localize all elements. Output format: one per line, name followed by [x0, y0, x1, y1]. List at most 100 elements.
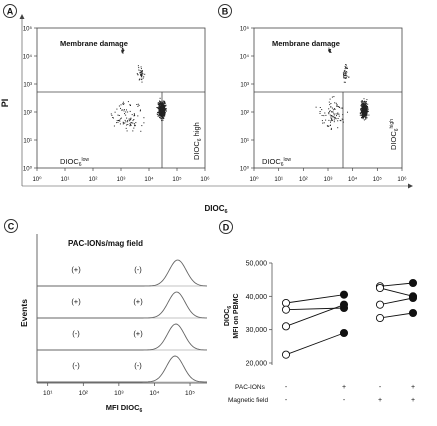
b-event — [342, 114, 344, 116]
b-event — [331, 107, 333, 109]
b-event — [363, 115, 365, 117]
a-event — [160, 110, 162, 112]
b-event — [331, 111, 333, 113]
a-event — [160, 105, 162, 106]
b-event — [361, 109, 363, 111]
a-event — [122, 51, 124, 53]
panel-b-low-label: DIOC6low — [262, 157, 291, 168]
panel-d-point-untreated — [375, 283, 385, 293]
b-event — [342, 119, 344, 120]
a-event — [140, 130, 142, 132]
b-event — [334, 116, 336, 118]
a-event — [163, 109, 165, 110]
b-event — [327, 126, 329, 127]
b-event — [321, 109, 323, 111]
a-event — [122, 103, 124, 105]
b-event — [365, 108, 367, 110]
a-event — [127, 120, 129, 121]
b-event — [362, 118, 364, 120]
b-event — [365, 118, 367, 119]
a-event — [142, 71, 143, 73]
a-event — [116, 122, 118, 124]
b-event — [361, 108, 363, 110]
a-event — [140, 76, 142, 78]
a-event — [163, 110, 165, 112]
a-event — [112, 117, 114, 119]
b-event — [332, 119, 333, 121]
a-event — [139, 70, 141, 72]
b-event — [328, 125, 330, 127]
a-event — [163, 105, 165, 107]
panel-c-x-axis-label: MFI DIOC6 — [106, 403, 143, 414]
b-event — [344, 74, 346, 76]
a-event — [163, 100, 165, 102]
b-event — [329, 111, 330, 113]
b-event — [342, 72, 344, 74]
b-event — [325, 119, 327, 121]
panel-c-x-tick-label: 10² — [79, 390, 89, 397]
a-y-tick-label: 10³ — [23, 83, 32, 89]
a-event — [157, 107, 159, 109]
b-event — [361, 103, 363, 105]
b-event — [363, 104, 365, 106]
a-event — [162, 103, 164, 105]
b-event — [361, 106, 363, 108]
panel-d-group-pac: + — [342, 384, 346, 391]
a-event — [133, 127, 135, 129]
a-event — [116, 108, 118, 110]
b-event — [362, 105, 364, 107]
a-event — [163, 102, 165, 104]
a-event — [162, 103, 164, 105]
a-event — [123, 103, 124, 105]
a-event — [162, 114, 164, 116]
svg-text:C: C — [8, 222, 15, 232]
panel-d-pair-line — [379, 297, 414, 306]
b-event — [332, 116, 334, 118]
b-event — [362, 107, 364, 109]
b-event — [333, 121, 335, 123]
a-event — [125, 111, 127, 113]
a-event — [162, 105, 164, 107]
a-x-tick-label: 10² — [89, 177, 98, 183]
a-event — [164, 107, 166, 109]
b-event — [329, 50, 331, 52]
panel-c-histogram — [37, 355, 208, 383]
a-y-tick-label: 10² — [23, 111, 32, 117]
b-x-tick-label: 10⁴ — [348, 176, 358, 183]
panel-d-pair-line — [285, 332, 345, 356]
a-event — [159, 106, 161, 108]
b-event — [328, 113, 330, 115]
a-event — [144, 73, 146, 75]
shared-x-axis-label: DIOC6 — [204, 204, 227, 215]
b-event — [366, 101, 367, 103]
panel-c-row-mag-label: (+) — [133, 297, 143, 306]
panel-d-y-tick-label: 20,000 — [246, 361, 268, 368]
a-event — [134, 115, 136, 116]
a-event — [160, 102, 162, 104]
b-event — [338, 115, 340, 117]
a-event — [134, 125, 136, 127]
b-event — [331, 119, 333, 121]
b-event — [364, 106, 365, 108]
svg-text:D: D — [223, 223, 230, 233]
a-event — [160, 112, 162, 114]
a-y-tick-label: 10⁵ — [23, 26, 33, 33]
b-event — [343, 81, 345, 83]
b-event — [361, 116, 363, 118]
panel-c-histogram — [37, 259, 208, 287]
b-event — [364, 115, 366, 117]
a-event — [140, 74, 142, 76]
panel-d-point-untreated — [281, 322, 291, 331]
b-event — [319, 112, 321, 114]
a-event — [160, 106, 162, 107]
a-event — [134, 124, 136, 126]
b-event — [345, 75, 347, 77]
a-event — [161, 113, 163, 115]
b-event — [362, 108, 364, 110]
a-event — [163, 106, 165, 108]
a-event — [164, 115, 166, 116]
a-event — [163, 117, 165, 119]
b-event — [343, 77, 345, 79]
b-event — [365, 105, 367, 107]
a-event — [140, 78, 142, 80]
